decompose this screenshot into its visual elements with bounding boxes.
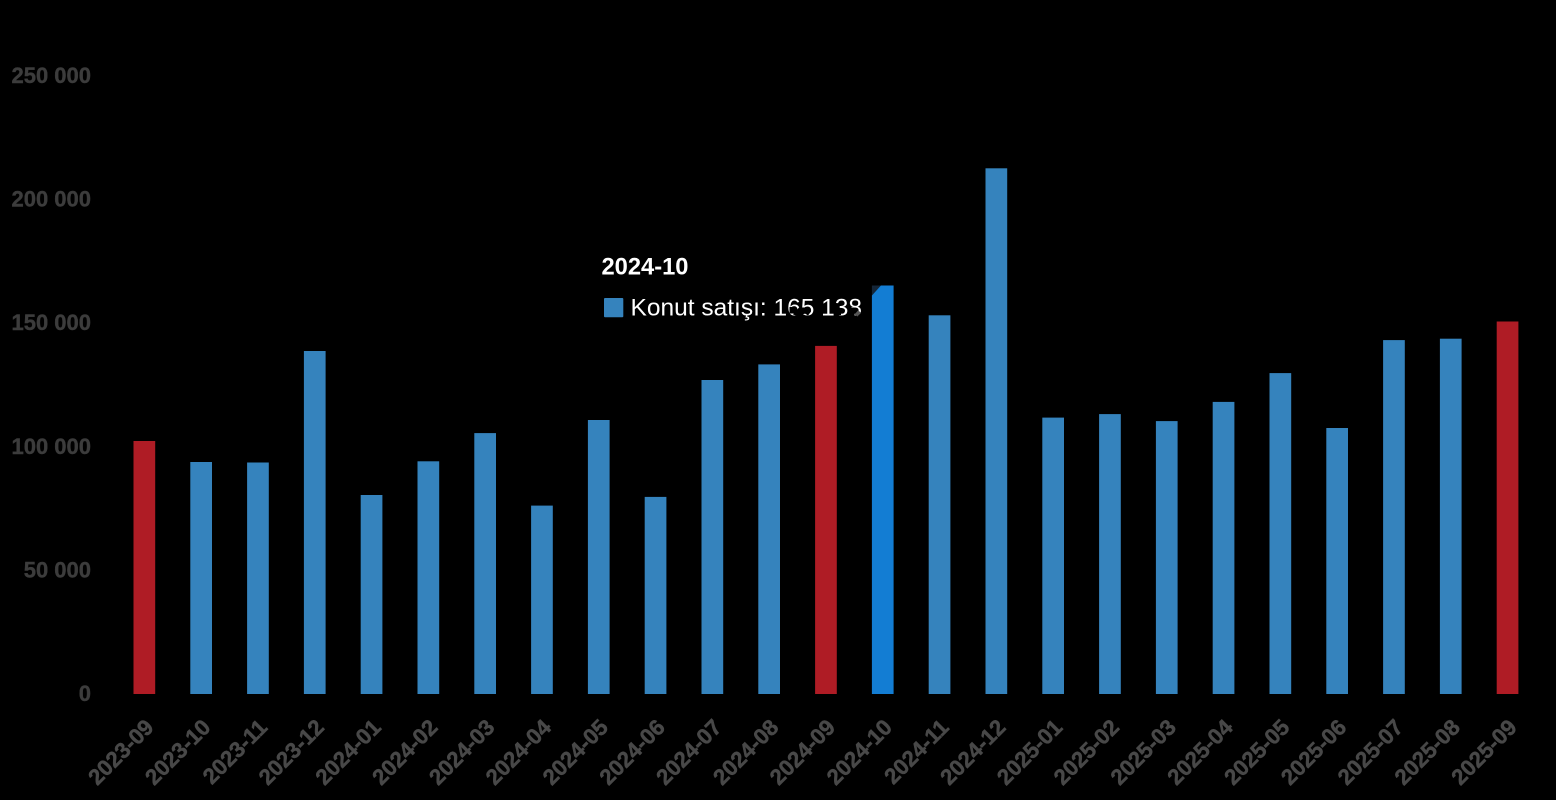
svg-text:Konut satışı: 165 138: Konut satışı: 165 138 — [631, 295, 863, 322]
svg-text:150 000: 150 000 — [11, 310, 91, 335]
svg-text:250 000: 250 000 — [11, 63, 91, 88]
svg-text:0: 0 — [79, 681, 91, 706]
svg-text:2024-10: 2024-10 — [602, 255, 689, 281]
svg-text:100 000: 100 000 — [11, 434, 91, 459]
svg-text:50 000: 50 000 — [24, 557, 91, 582]
svg-text:200 000: 200 000 — [11, 187, 91, 212]
